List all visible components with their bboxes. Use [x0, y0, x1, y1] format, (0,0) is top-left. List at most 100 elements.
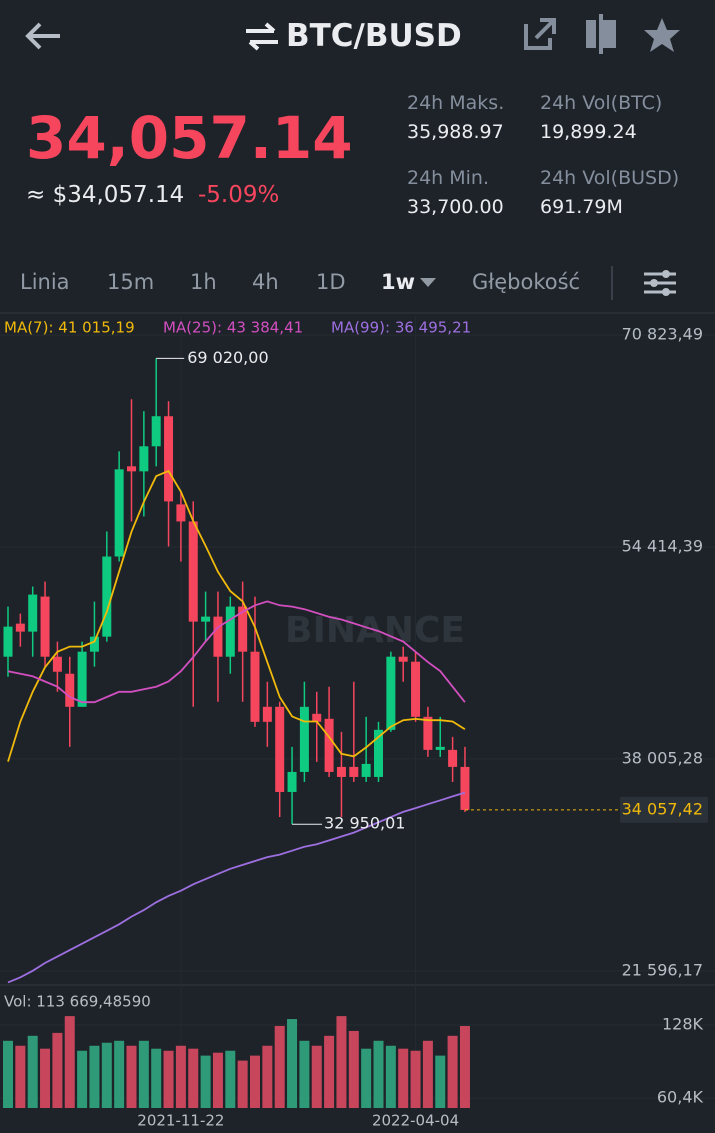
candle-body [65, 673, 75, 707]
y-tick-label: 38 005,28 [622, 748, 703, 767]
candle-body [201, 616, 211, 622]
volume-bar [212, 1052, 223, 1108]
tab[interactable]: Głębokość [472, 270, 581, 294]
stat-value: 33,700.00 [407, 196, 504, 218]
volume-bar [274, 1025, 285, 1108]
volume-bar [311, 1045, 322, 1108]
volume-bar [262, 1045, 273, 1108]
volume-bar [15, 1045, 26, 1108]
settings-icon[interactable] [642, 266, 678, 300]
back-button[interactable] [22, 18, 66, 54]
volume-bar [3, 1040, 13, 1108]
volume-bar [126, 1045, 137, 1108]
volume-bar [64, 1016, 75, 1108]
y-tick-label: 54 414,39 [622, 536, 703, 555]
volume-bar [188, 1048, 199, 1108]
volume-bar [250, 1055, 260, 1108]
candle-body [52, 656, 62, 672]
tab[interactable]: 1D [316, 270, 346, 294]
volume-bar [101, 1042, 112, 1108]
pair-title[interactable]: BTC/BUSD [286, 18, 462, 54]
candle-body [127, 466, 136, 472]
volume-bar [27, 1035, 38, 1108]
candle-body [188, 521, 198, 622]
volume-bar [89, 1045, 100, 1108]
last-price: 34,057.14 [26, 104, 353, 172]
y-tick-label: 21 596,17 [622, 960, 703, 979]
x-tick-label: 2021-11-22 [137, 1112, 224, 1130]
favorite-icon[interactable] [642, 16, 682, 54]
volume-bar [348, 1030, 359, 1108]
candle-body [164, 416, 174, 502]
candle-body [423, 716, 433, 750]
candle-body [287, 771, 297, 792]
share-icon[interactable] [522, 16, 558, 52]
candle-body [114, 469, 124, 557]
legend-entry: MA(25): 43 384,41 [163, 319, 303, 337]
volume-bar [114, 1040, 125, 1108]
tab[interactable]: 15m [107, 270, 155, 294]
volume-bar [151, 1048, 162, 1108]
compare-icon[interactable] [584, 14, 618, 54]
volume-title: Vol: 113 669,48590 [4, 993, 151, 1011]
volume-bar [40, 1048, 51, 1108]
volume-bar [398, 1048, 409, 1108]
stat-label: 24h Min. [407, 167, 490, 189]
stat-value: 691.79M [540, 196, 623, 218]
stat-value: 19,899.24 [540, 121, 637, 143]
candle-body [250, 651, 260, 722]
tab[interactable]: Linia [20, 270, 70, 294]
last-price-label: 34 057,42 [622, 799, 703, 818]
annotation: 32 950,01 [324, 814, 405, 833]
candle-body [299, 706, 309, 772]
candle-body [349, 766, 359, 777]
candle-body [89, 636, 99, 652]
candle-body [139, 446, 149, 472]
volume-bar [77, 1050, 88, 1108]
volume-bar [447, 1035, 458, 1108]
volume-bar [410, 1050, 421, 1108]
volume-bar [163, 1050, 174, 1108]
volume-bar [237, 1060, 248, 1108]
y-tick-label: 70 823,49 [622, 325, 703, 344]
ma-line [7, 791, 466, 984]
volume-bar [324, 1035, 335, 1108]
swap-icon[interactable] [244, 22, 280, 52]
candle-body [448, 749, 458, 767]
candle-body [361, 763, 371, 777]
candle-body [336, 766, 346, 777]
volume-bar [422, 1040, 433, 1108]
stat-label: 24h Vol(BTC) [540, 92, 663, 114]
candle-body [77, 651, 87, 707]
candle-body [435, 746, 445, 750]
candle-body [15, 623, 25, 632]
candle-body [40, 596, 50, 657]
volume-bar [435, 1055, 446, 1108]
candle-body [460, 766, 470, 810]
price-change: -5.09% [198, 182, 280, 208]
candle-body [398, 656, 408, 662]
dropdown-caret[interactable] [420, 278, 436, 288]
volume-bar [385, 1045, 396, 1108]
legend-entry: MA(99): 36 495,21 [331, 319, 471, 337]
candle-body [324, 718, 334, 772]
divider [611, 266, 613, 300]
candle-body [28, 594, 38, 632]
volume-bar [299, 1040, 310, 1108]
x-tick-label: 2022-04-04 [372, 1112, 459, 1130]
annotation: 69 020,00 [187, 348, 268, 367]
candle-body [275, 706, 285, 792]
candle-body [176, 504, 186, 522]
tab[interactable]: 1h [190, 270, 217, 294]
tab[interactable]: 4h [252, 270, 279, 294]
stat-label: 24h Vol(BUSD) [540, 167, 680, 189]
y-tick-label: 60,4K [657, 1088, 704, 1107]
stat-label: 24h Maks. [407, 92, 505, 114]
volume-bar [138, 1040, 149, 1108]
candle-body [411, 661, 421, 717]
candle-body [262, 706, 272, 722]
tab-active[interactable]: 1w [381, 270, 416, 294]
fiat-price: ≈ $34,057.14 [26, 182, 185, 208]
